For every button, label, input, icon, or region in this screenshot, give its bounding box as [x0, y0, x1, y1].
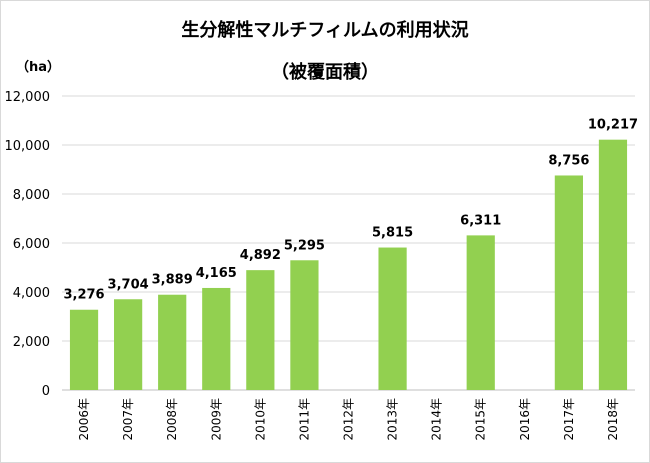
bar [598, 139, 628, 390]
x-tick-label: 2008年 [165, 398, 179, 441]
x-tick-label: 2011年 [297, 398, 311, 441]
x-tick-label: 2013年 [386, 398, 400, 441]
data-label: 4,165 [196, 266, 237, 281]
x-tick-label: 2016年 [518, 398, 532, 441]
bar [114, 299, 143, 390]
data-label: 3,276 [63, 288, 104, 303]
bar [246, 270, 275, 390]
y-tick-label: 4,000 [13, 286, 50, 301]
x-tick-label: 2015年 [474, 398, 488, 441]
bar [69, 309, 99, 390]
y-tick-label: 6,000 [13, 237, 50, 252]
bar [466, 235, 495, 390]
x-tick-label: 2014年 [430, 398, 444, 441]
bar [158, 294, 187, 390]
data-label: 10,217 [588, 118, 638, 133]
y-tick-label: 12,000 [5, 90, 51, 105]
y-unit-label: （ha） [16, 60, 61, 75]
x-tick-label: 2009年 [209, 398, 223, 441]
y-tick-label: 10,000 [5, 139, 51, 154]
chart-title: 生分解性マルチフィルムの利用状況 [181, 20, 469, 41]
x-tick-label: 2007年 [121, 398, 135, 441]
x-tick-label: 2012年 [342, 398, 356, 441]
bar [202, 287, 231, 390]
data-label: 4,892 [240, 248, 281, 263]
bar [290, 260, 319, 390]
bar [554, 175, 583, 390]
y-tick-label: 0 [42, 384, 50, 399]
data-label: 5,815 [372, 226, 413, 241]
data-label: 3,889 [152, 273, 193, 288]
chart-subtitle: （被覆面積） [271, 62, 379, 83]
y-tick-label: 2,000 [13, 335, 50, 350]
x-tick-label: 2017年 [562, 398, 576, 441]
data-label: 3,704 [108, 277, 149, 292]
data-label: 6,311 [460, 213, 501, 228]
y-tick-label: 8,000 [13, 188, 50, 203]
x-tick-label: 2010年 [253, 398, 267, 441]
x-tick-label: 2018年 [606, 398, 620, 441]
x-tick-label: 2006年 [77, 398, 91, 441]
data-label: 8,756 [548, 153, 589, 168]
data-label: 5,295 [284, 238, 325, 253]
bar [378, 247, 407, 390]
